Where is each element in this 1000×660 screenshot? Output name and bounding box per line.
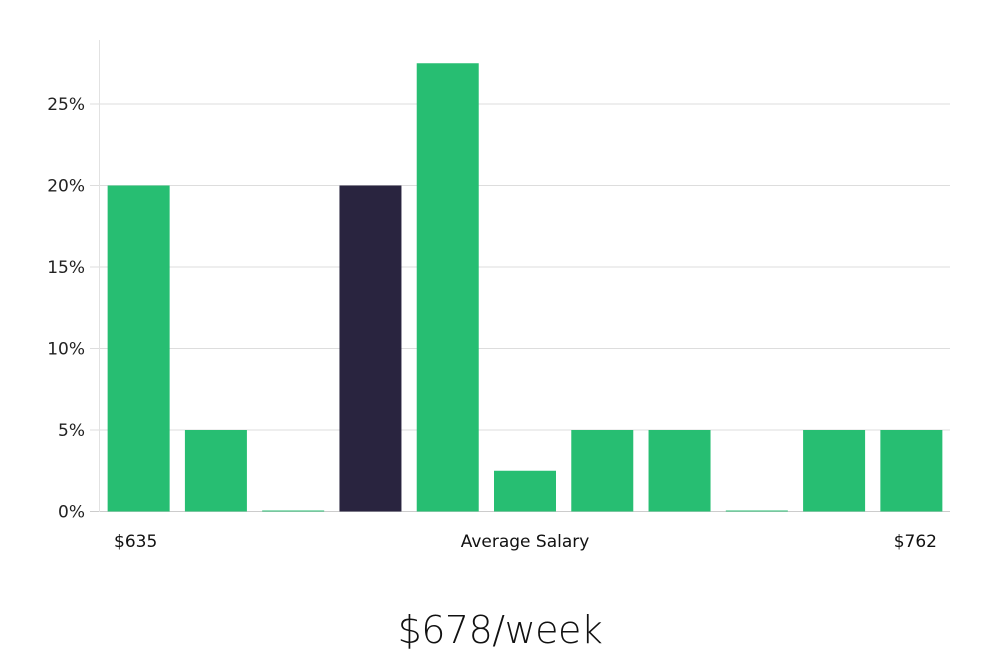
salary-histogram: 0% 5% 10% 15% 20% 25% $635 Average Salary $76… — [47, 40, 950, 552]
bar — [803, 430, 866, 512]
bar — [416, 63, 479, 512]
bar-highlighted — [339, 185, 402, 512]
x-min-label: $635 — [114, 532, 157, 552]
bar — [494, 470, 556, 512]
x-axis-title: Average Salary — [461, 532, 590, 552]
bar — [880, 430, 943, 512]
average-salary-headline: $678/week — [397, 608, 603, 652]
y-tick-label: 15% — [47, 258, 85, 278]
y-tick-label: 10% — [47, 340, 85, 360]
bar — [107, 185, 170, 512]
bar — [725, 510, 788, 512]
bar — [184, 430, 247, 512]
y-tick-label: 20% — [47, 177, 85, 197]
bar — [262, 510, 325, 512]
y-tick-label: 5% — [58, 421, 85, 441]
x-max-label: $762 — [894, 532, 937, 552]
bar — [648, 430, 711, 512]
y-tick-label: 25% — [47, 95, 85, 115]
bar — [571, 430, 634, 512]
y-tick-label: 0% — [58, 503, 85, 523]
